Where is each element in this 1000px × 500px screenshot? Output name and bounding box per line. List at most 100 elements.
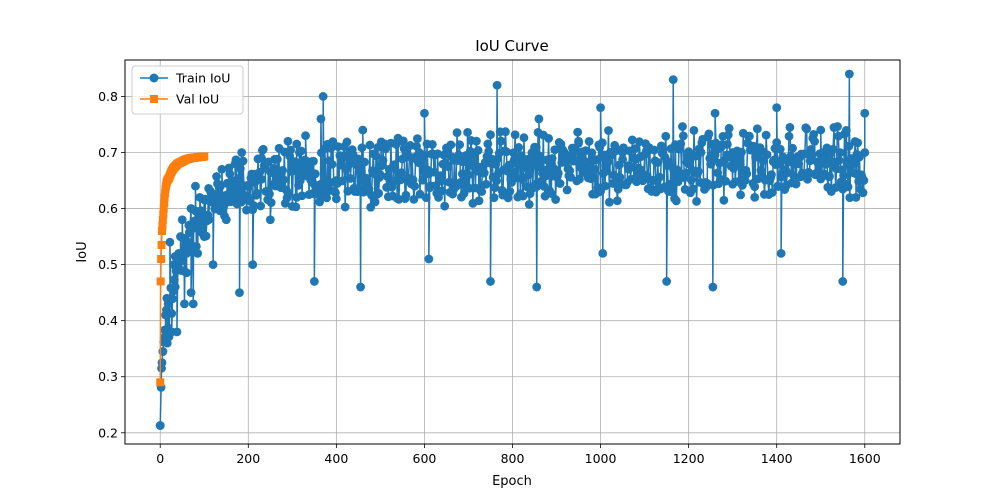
train-iou-point <box>196 206 206 216</box>
train-iou-point <box>544 134 554 143</box>
train-iou-point <box>484 147 494 156</box>
train-iou-point <box>505 186 515 196</box>
train-iou-point <box>370 197 380 207</box>
train-iou-point <box>735 155 745 165</box>
x-tick-label: 0 <box>156 451 164 466</box>
val-iou-point <box>156 277 165 286</box>
train-iou-point <box>295 176 305 185</box>
train-iou-point <box>291 202 301 212</box>
train-iou-point <box>615 173 625 182</box>
train-iou-point <box>204 215 214 225</box>
train-iou-point <box>284 188 294 198</box>
train-iou-point <box>816 125 826 135</box>
legend-train-label: Train IoU <box>175 71 230 86</box>
train-iou-point <box>722 139 732 149</box>
train-iou-point <box>562 185 572 195</box>
train-iou-point <box>309 156 318 166</box>
train-iou-point <box>266 198 276 208</box>
train-iou-point <box>844 141 854 151</box>
train-iou-point <box>342 137 352 147</box>
train-iou-point <box>186 288 196 298</box>
train-iou-point <box>496 136 506 146</box>
train-iou-point <box>573 127 583 137</box>
train-iou-point <box>182 268 192 278</box>
train-iou-point <box>860 108 870 118</box>
train-iou-point <box>597 138 607 148</box>
train-iou-point <box>860 148 870 157</box>
train-iou-point <box>604 126 613 135</box>
val-iou-point <box>161 189 170 198</box>
train-iou-point <box>833 122 842 131</box>
train-iou-point <box>547 154 557 163</box>
train-iou-point <box>834 156 844 165</box>
train-series-layer <box>155 69 870 430</box>
x-tick-label: 1200 <box>673 451 705 466</box>
train-iou-point <box>310 169 320 179</box>
train-iou-point <box>518 191 528 201</box>
train-iou-point <box>477 187 487 196</box>
train-iou-point <box>618 154 627 164</box>
train-iou-point <box>668 182 678 192</box>
train-iou-point <box>490 183 500 193</box>
train-iou-point <box>167 309 177 318</box>
train-iou-point <box>584 137 594 146</box>
train-iou-point <box>358 125 368 135</box>
train-iou-point <box>524 199 534 209</box>
train-iou-point <box>248 260 258 270</box>
train-iou-point <box>481 179 491 189</box>
val-series-layer <box>156 152 209 387</box>
train-iou-point <box>272 154 282 164</box>
train-iou-point <box>590 164 599 174</box>
y-tick-label: 0.3 <box>98 369 118 384</box>
y-axis-title: IoU <box>75 241 90 262</box>
x-tick-label: 600 <box>413 451 437 466</box>
x-axis-title: Epoch <box>492 474 532 489</box>
train-iou-point <box>598 249 608 258</box>
train-iou-point <box>157 358 167 368</box>
train-iou-point <box>327 159 337 169</box>
train-iou-point <box>168 294 177 304</box>
train-iou-point <box>689 125 699 135</box>
train-iou-point <box>501 127 510 137</box>
train-iou-point <box>630 144 640 154</box>
train-iou-point <box>419 150 428 160</box>
train-iou-point <box>492 176 502 186</box>
x-tick-label: 1600 <box>849 451 881 466</box>
train-iou-point <box>678 131 688 141</box>
train-iou-point <box>474 196 484 206</box>
y-tick-label: 0.7 <box>98 145 118 160</box>
train-iou-point <box>252 188 262 198</box>
train-iou-point <box>177 215 187 225</box>
train-iou-point <box>283 136 293 146</box>
train-iou-point <box>258 144 268 154</box>
train-iou-point <box>825 172 834 181</box>
train-iou-point <box>859 176 869 185</box>
train-iou-point <box>676 139 686 149</box>
train-iou-point <box>740 176 750 185</box>
train-iou-point <box>737 147 746 157</box>
train-iou-point <box>471 136 481 146</box>
train-iou-point <box>776 249 786 258</box>
legend: Train IoU Val IoU <box>131 65 244 115</box>
train-iou-point <box>318 92 328 101</box>
y-tick-label: 0.4 <box>98 313 118 328</box>
train-iou-point <box>742 169 752 179</box>
train-iou-point <box>655 172 664 182</box>
train-iou-point <box>326 143 336 153</box>
train-iou-point <box>696 148 706 157</box>
train-iou-point <box>788 143 797 153</box>
train-iou-point <box>169 275 179 285</box>
train-iou-point <box>519 133 529 143</box>
train-iou-point <box>501 147 511 157</box>
train-iou-point <box>360 157 369 167</box>
train-iou-point <box>257 153 266 163</box>
train-iou-point <box>412 134 422 144</box>
train-iou-point <box>170 282 180 292</box>
train-iou-point <box>437 186 447 196</box>
train-iou-point <box>531 143 541 152</box>
train-iou-point <box>180 299 189 309</box>
train-iou-point <box>212 172 221 181</box>
train-iou-point <box>486 130 495 140</box>
train-iou-point <box>772 103 782 113</box>
